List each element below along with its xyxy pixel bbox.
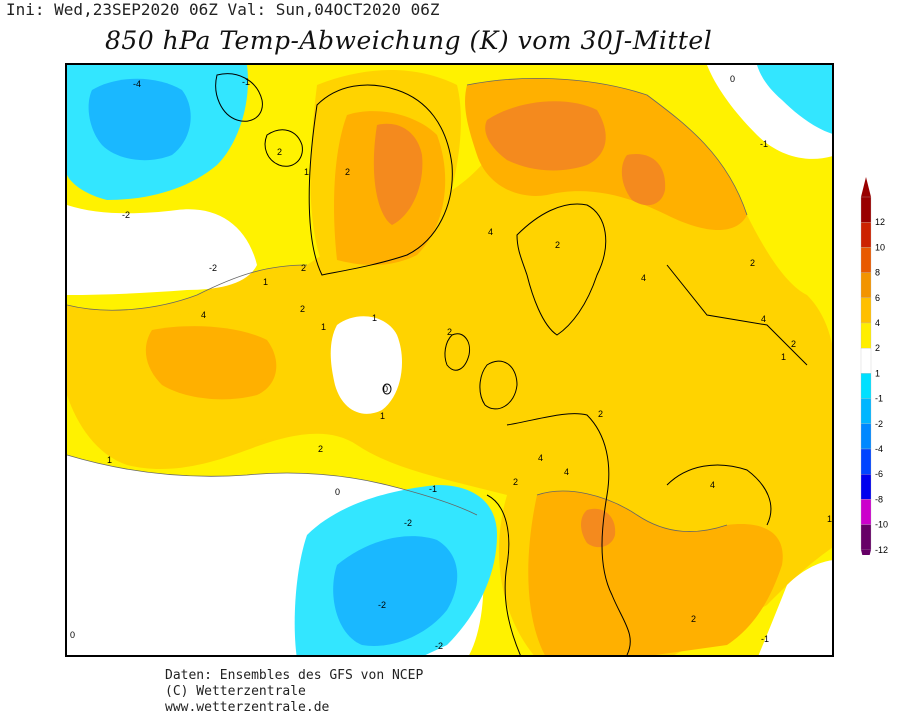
contour-label: -1 — [760, 139, 768, 149]
contour-label: 4 — [761, 314, 766, 324]
legend-arrow-top — [861, 177, 871, 197]
contour-label: -2 — [435, 641, 443, 651]
contour-label: 2 — [598, 409, 603, 419]
contour-label: -4 — [133, 79, 141, 89]
contour-label: 1 — [380, 411, 385, 421]
anomaly-area-0-1-canada — [67, 205, 257, 295]
contour-label-group: -4 -1 -1 -2 -2 0 2 2 1 4 1 2 2 4 2 1 1 0… — [70, 74, 832, 651]
contour-label: -2 — [404, 518, 412, 528]
contour-label: -2 — [122, 210, 130, 220]
contour-label: -2 — [378, 600, 386, 610]
legend-swatch — [860, 222, 872, 248]
contour-label: 2 — [691, 614, 696, 624]
contour-label: 0 — [335, 487, 340, 497]
legend-tick-label: -2 — [875, 419, 883, 429]
legend-arrow-bottom — [861, 549, 871, 570]
legend-tick-label: 8 — [875, 268, 880, 278]
map-canvas: -4 -1 -1 -2 -2 0 2 2 1 4 1 2 2 4 2 1 1 0… — [67, 65, 832, 655]
legend-tick-label: 4 — [875, 318, 880, 328]
contour-label: 4 — [564, 467, 569, 477]
contour-label: 1 — [827, 514, 832, 524]
legend-tick-label: -1 — [875, 394, 883, 404]
legend-swatch — [860, 524, 872, 550]
contour-label: 1 — [304, 167, 309, 177]
legend-swatch — [860, 499, 872, 525]
contour-label: -1 — [242, 77, 250, 87]
legend-tick-label: -4 — [875, 444, 883, 454]
legend-tick-label: -6 — [875, 469, 883, 479]
contour-label: 2 — [555, 240, 560, 250]
run-info: Ini: Wed,23SEP2020 06Z Val: Sun,04OCT202… — [6, 0, 440, 19]
legend-swatch — [860, 448, 872, 475]
map-title: 850 hPa Temp-Abweichung (K) vom 30J-Mitt… — [105, 26, 713, 55]
legend-tick-label: 1 — [875, 368, 880, 378]
contour-label: 0 — [730, 74, 735, 84]
contour-label: -1 — [761, 634, 769, 644]
legend-tick-label: 12 — [875, 217, 885, 227]
contour-label: 1 — [372, 313, 377, 323]
contour-label: 4 — [201, 310, 206, 320]
footer-data-source: Daten: Ensembles des GFS von NCEP — [165, 668, 424, 683]
legend-tick-label: -10 — [875, 520, 888, 530]
contour-label: 4 — [488, 227, 493, 237]
footer-website: www.wetterzentrale.de — [165, 700, 330, 715]
anomaly-map: -4 -1 -1 -2 -2 0 2 2 1 4 1 2 2 4 2 1 1 0… — [65, 63, 834, 657]
legend-tick-label: -8 — [875, 494, 883, 504]
coastlines — [215, 73, 808, 655]
zero-contour-marker — [382, 383, 392, 395]
color-legend: 12 10 8 6 4 2 1 -1 -2 -4 -6 -8 -10 -12 — [857, 175, 897, 570]
legend-swatch — [860, 348, 872, 374]
contour-label: 1 — [321, 322, 326, 332]
contour-label: 2 — [300, 304, 305, 314]
contour-lines — [67, 78, 748, 532]
anomaly-area-0-1-se-corner — [758, 560, 832, 655]
contour-label: 2 — [318, 444, 323, 454]
anomaly-area-neg-2-4-sw — [333, 536, 458, 646]
legend-canvas: 12 10 8 6 4 2 1 -1 -2 -4 -6 -8 -10 -12 — [860, 177, 888, 570]
legend-swatch — [860, 322, 872, 349]
legend-swatch — [860, 272, 872, 298]
legend-swatch — [860, 423, 872, 450]
contour-label: 4 — [710, 480, 715, 490]
anomaly-area-6-8-greenland — [373, 123, 423, 225]
legend-tick-label: 6 — [875, 293, 880, 303]
contour-label: 2 — [447, 327, 452, 337]
legend-swatch — [860, 247, 872, 273]
contour-label: 2 — [750, 258, 755, 268]
contour-label: -1 — [429, 484, 437, 494]
anomaly-area-6-8-scandinavia — [485, 101, 606, 171]
contour-label: 2 — [791, 339, 796, 349]
contour-label: 1 — [107, 455, 112, 465]
contour-label: 1 — [263, 277, 268, 287]
contour-label: 2 — [301, 263, 306, 273]
legend-tick-label: 2 — [875, 343, 880, 353]
contour-label: 2 — [277, 147, 282, 157]
legend-swatch — [860, 297, 872, 324]
legend-swatch — [860, 196, 872, 223]
contour-label: -2 — [209, 263, 217, 273]
contour-label: 0 — [70, 630, 75, 640]
contour-label: 2 — [513, 477, 518, 487]
anomaly-area-6-8-russia — [621, 154, 666, 206]
footer-credits: Daten: Ensembles des GFS von NCEP (C) We… — [165, 668, 423, 716]
anomaly-area-0-1-azores — [330, 316, 402, 414]
legend-tick-label: -12 — [875, 545, 888, 555]
anomaly-area-4-6-atlantic — [145, 326, 277, 400]
legend-swatch — [860, 373, 872, 399]
contour-label: 1 — [781, 352, 786, 362]
contour-label: 4 — [538, 453, 543, 463]
contour-label: 4 — [641, 273, 646, 283]
legend-swatch — [860, 474, 872, 500]
anomaly-area-6-8-italy — [581, 508, 616, 548]
footer-copyright: (C) Wetterzentrale — [165, 684, 306, 699]
contour-label: 2 — [345, 167, 350, 177]
anomaly-area-neg-1-2-ne — [757, 65, 832, 134]
legend-tick-label: 10 — [875, 242, 885, 252]
anomaly-area-neg-2-4-nw — [88, 78, 191, 161]
legend-swatch — [860, 398, 872, 424]
contour-label: 0 — [383, 384, 388, 394]
